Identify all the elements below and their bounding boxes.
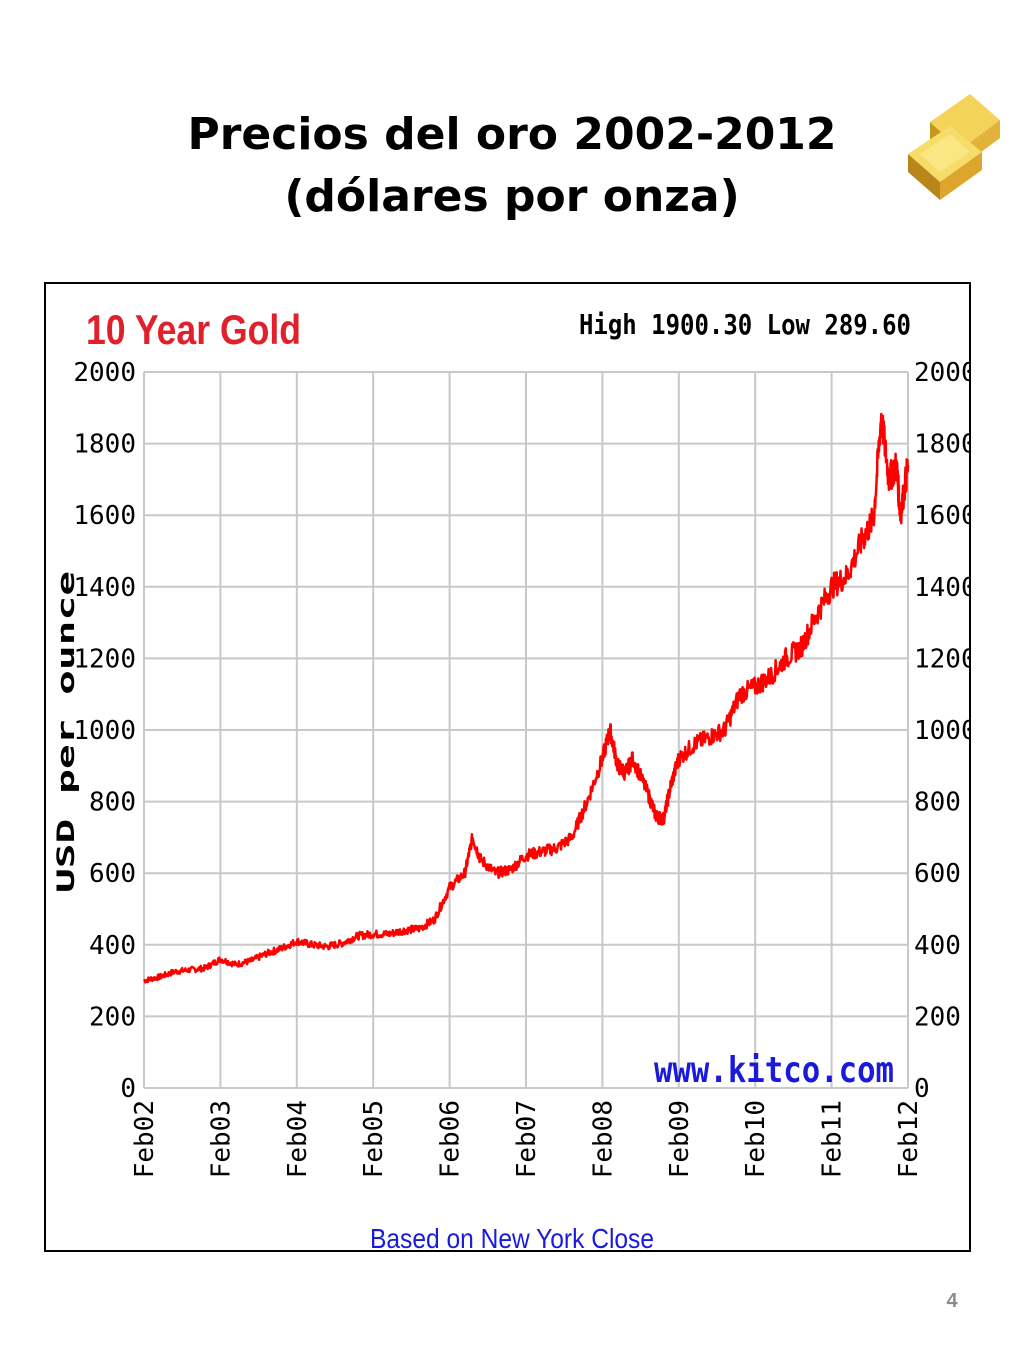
x-tick-label: Feb08 xyxy=(588,1100,618,1178)
y-tick-label-left: 0 xyxy=(120,1074,136,1104)
y-tick-label-right: 1200 xyxy=(914,644,969,674)
gold-price-series xyxy=(143,412,910,984)
y-tick-label-left: 1400 xyxy=(73,573,136,603)
x-tick-label: Feb05 xyxy=(359,1100,389,1178)
page-number: 4 xyxy=(946,1290,958,1312)
x-tick-label: Feb11 xyxy=(818,1100,848,1178)
slide-title-line1: Precios del oro 2002-2012 xyxy=(187,109,837,160)
y-tick-label-right: 800 xyxy=(914,788,961,818)
x-tick-label: Feb09 xyxy=(665,1100,695,1178)
y-tick-label-right: 2000 xyxy=(914,358,969,388)
y-tick-label-left: 200 xyxy=(89,1002,136,1032)
slide-title: Precios del oro 2002-2012 (dólares por o… xyxy=(0,104,1024,228)
y-tick-label-right: 0 xyxy=(914,1074,930,1104)
y-tick-label-right: 1600 xyxy=(914,501,969,531)
y-tick-label-right: 200 xyxy=(914,1002,961,1032)
y-tick-label-left: 1000 xyxy=(73,716,136,746)
chart-title: 10 Year Gold xyxy=(86,306,301,353)
y-tick-label-left: 2000 xyxy=(73,358,136,388)
x-tick-labels: Feb02 Feb03 Feb04 Feb05 Feb06 Feb07 Feb08 Feb09… xyxy=(130,1100,924,1178)
y-tick-labels-left: 0 200 400 600 800 1000 1200 1400 1600 1800 2000 xyxy=(73,358,136,1104)
y-tick-label-left: 600 xyxy=(89,859,136,889)
y-tick-label-right: 1000 xyxy=(914,716,969,746)
x-tick-label: Feb02 xyxy=(130,1100,160,1178)
chart-footer: Based on New York Close xyxy=(370,1223,654,1250)
y-tick-label-left: 1200 xyxy=(73,644,136,674)
chart-stats: High 1900.30 Low 289.60 xyxy=(579,308,911,341)
x-tick-label: Feb04 xyxy=(283,1100,313,1178)
x-tick-label: Feb07 xyxy=(512,1100,542,1178)
chart-frame: 10 Year Gold High 1900.30 Low 289.60 0 20… xyxy=(44,282,971,1252)
x-tick-label: Feb06 xyxy=(436,1100,466,1178)
chart-source: www.kitco.com xyxy=(654,1050,894,1091)
y-tick-label-right: 1400 xyxy=(914,573,969,603)
y-tick-label-right: 600 xyxy=(914,859,961,889)
y-tick-label-right: 1800 xyxy=(914,430,969,460)
x-tick-label: Feb10 xyxy=(741,1100,771,1178)
x-tick-label: Feb03 xyxy=(206,1100,236,1178)
gold-price-chart: 10 Year Gold High 1900.30 Low 289.60 0 20… xyxy=(52,306,969,1250)
y-tick-label-right: 400 xyxy=(914,931,961,961)
chart-grid xyxy=(143,371,909,1089)
series-line xyxy=(143,412,910,984)
y-axis-label: USD per ounce xyxy=(52,571,80,893)
y-tick-label-left: 1800 xyxy=(73,430,136,460)
x-tick-label: Feb12 xyxy=(894,1100,924,1178)
y-tick-label-left: 400 xyxy=(89,931,136,961)
gold-bars-icon xyxy=(908,94,1000,200)
y-tick-label-left: 800 xyxy=(89,788,136,818)
y-tick-label-left: 1600 xyxy=(73,501,136,531)
y-tick-labels-right: 0 200 400 600 800 1000 1200 1400 1600 1800 2000 xyxy=(914,358,969,1104)
slide-title-line2: (dólares por onza) xyxy=(284,171,740,222)
